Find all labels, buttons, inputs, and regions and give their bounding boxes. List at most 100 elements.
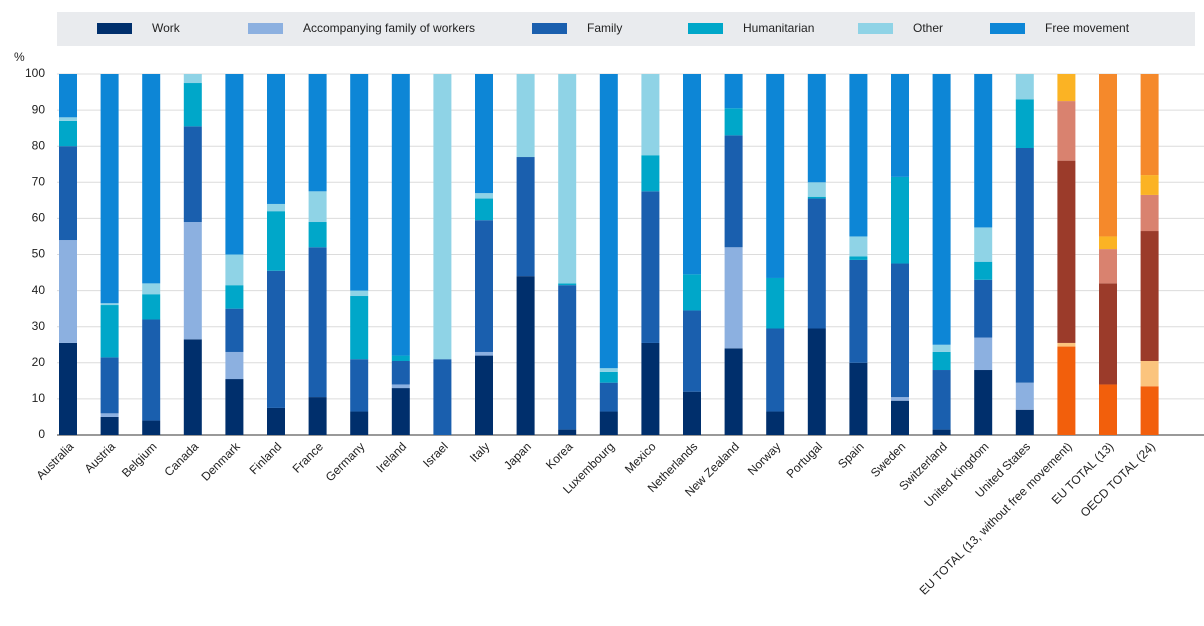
bar-segment [641, 191, 660, 343]
bar-segment [807, 182, 826, 197]
bar-segment [1057, 342, 1076, 347]
bar-segment [807, 328, 826, 435]
bar-segment [475, 193, 493, 199]
bar-segment [350, 411, 369, 435]
bar-segment [974, 337, 993, 371]
bar-segment [475, 351, 493, 356]
legend-swatch [990, 23, 1025, 34]
bar-segment [891, 74, 909, 177]
bar-segment [558, 74, 577, 284]
bar-segment [932, 344, 951, 352]
y-tick-label: 10 [32, 391, 46, 405]
bar-segment [142, 420, 161, 435]
bar-segment [59, 146, 77, 241]
x-tick-label: Mexico [622, 439, 659, 476]
legend-label: Humanitarian [743, 21, 814, 35]
bar-segment [558, 283, 577, 286]
bar-segment [683, 310, 701, 392]
x-tick-label: Sweden [868, 439, 909, 480]
bar-segment [308, 397, 327, 435]
bar-segment [350, 296, 369, 360]
bar-segment [1140, 74, 1159, 176]
bar-segment [932, 370, 951, 430]
bar-segment [974, 370, 993, 435]
x-tick-label: Ireland [373, 439, 409, 475]
bar-segment [849, 362, 868, 435]
bar-segment [1015, 148, 1034, 383]
y-axis-label: % [14, 50, 25, 64]
bar-segment [683, 74, 701, 275]
y-tick-label: 80 [32, 138, 46, 152]
bar-segment [391, 384, 410, 389]
x-tick-label: Korea [543, 439, 576, 472]
bar-segment [100, 416, 119, 435]
bar-segment [599, 74, 618, 369]
bar-segment [350, 359, 369, 412]
bar-segment [724, 348, 743, 435]
bar-segment [100, 413, 119, 417]
bar-segment [225, 285, 244, 309]
bar-segment [267, 407, 285, 435]
bar-segment [1140, 194, 1159, 232]
bar-segment [1057, 346, 1076, 435]
bar-segment [308, 247, 327, 398]
legend-swatch [688, 23, 723, 34]
bar-segment [59, 120, 77, 147]
bar-segment [308, 222, 327, 248]
bar-segment [100, 303, 119, 306]
bar-segment [1140, 360, 1159, 387]
bar-segment [516, 74, 535, 158]
bar-segment [267, 270, 285, 408]
bar-segment [183, 126, 202, 223]
bar-segment [1057, 74, 1076, 102]
bar-segment [724, 108, 743, 136]
legend-label: Accompanying family of workers [303, 21, 475, 35]
bar-segment [267, 211, 285, 271]
bar-segment [225, 74, 244, 255]
bar-segment [766, 277, 785, 329]
bar-segment [391, 360, 410, 385]
bar-segment [100, 74, 119, 304]
x-tick-label: Portugal [784, 439, 826, 481]
bar-segment [475, 198, 493, 221]
bar-segment [807, 198, 826, 329]
bar-segment [516, 276, 535, 435]
bar-segment [225, 254, 244, 286]
x-tick-label: EU TOTAL (13, without free movement) [917, 439, 1075, 597]
legend-label: Other [913, 21, 943, 35]
bar-segment [1015, 382, 1034, 410]
bar-segment [1057, 160, 1076, 343]
x-tick-label: Australia [33, 439, 76, 482]
bar-segment [599, 411, 618, 435]
bar-segment [932, 74, 951, 345]
bar-segment [1015, 99, 1034, 149]
bar-segment [932, 429, 951, 435]
y-tick-label: 100 [25, 66, 45, 80]
bar-segment [724, 247, 743, 349]
bar-segment [1015, 409, 1034, 435]
bar-segment [391, 355, 410, 361]
bar-segment [183, 339, 202, 435]
x-tick-label: Austria [82, 439, 119, 476]
bar-segment [891, 263, 909, 398]
bar-segment [183, 222, 202, 340]
legend-swatch [532, 23, 567, 34]
bar-segment [433, 74, 452, 360]
bar-segment [350, 74, 369, 291]
x-tick-label: Israel [420, 439, 451, 470]
bar-segment [849, 74, 868, 237]
x-tick-label: Canada [162, 439, 202, 479]
bar-segment [475, 74, 493, 194]
bar-segment [1099, 384, 1117, 435]
bar-segment [142, 283, 161, 295]
bar-segment [974, 227, 993, 262]
legend-swatch [97, 23, 132, 34]
bar-segment [766, 74, 785, 278]
bar-segment [1057, 101, 1076, 161]
bar-segment [932, 351, 951, 371]
bar-segment [849, 236, 868, 257]
y-tick-label: 0 [38, 427, 45, 441]
bar-segment [558, 285, 577, 430]
bar-segment [267, 203, 285, 212]
bar-segment [1140, 175, 1159, 195]
